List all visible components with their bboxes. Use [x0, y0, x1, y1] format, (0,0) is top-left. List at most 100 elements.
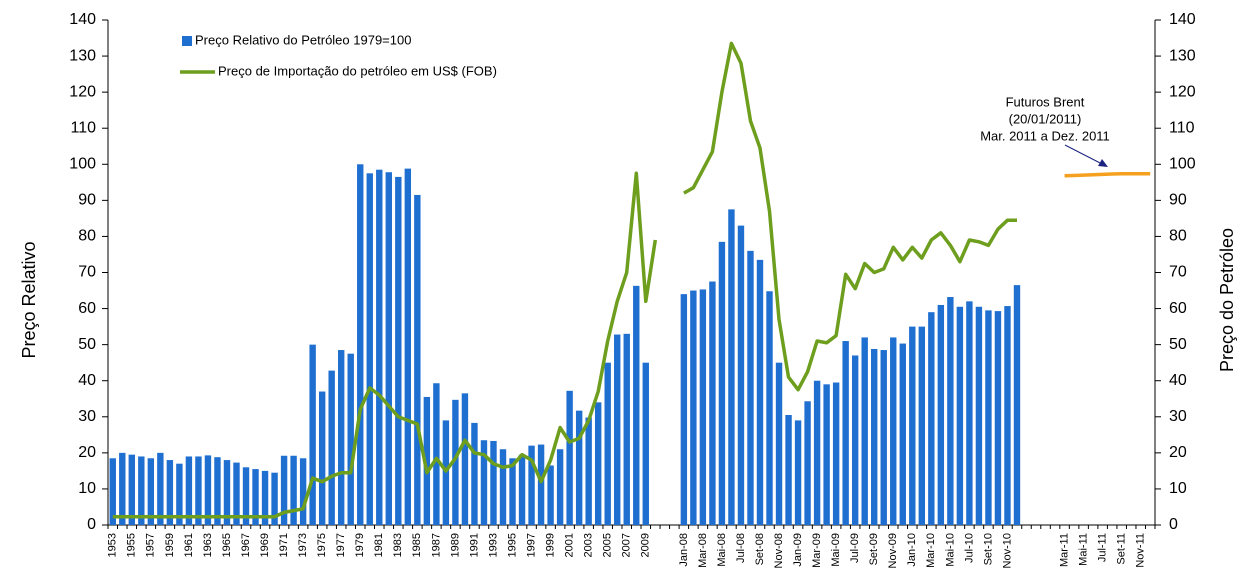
bar [737, 225, 745, 525]
y-tick-label: 70 [78, 264, 96, 281]
x-tick-label: 1955 [126, 533, 138, 557]
bar [185, 456, 193, 525]
y2-tick-label: 40 [1169, 372, 1187, 389]
bar [395, 176, 402, 526]
bar [537, 444, 545, 525]
y2-tick-label: 90 [1169, 192, 1187, 209]
bar [138, 456, 145, 525]
x-tick-label: 2001 [564, 533, 576, 557]
y-axis-label: Preço Relativo [19, 241, 39, 358]
x-tick-label: 2005 [602, 533, 614, 557]
bar [376, 169, 383, 526]
x-tick-label: 1975 [316, 533, 328, 557]
x-tick-label: 1989 [449, 533, 461, 557]
x-tick-label: Mai-09 [830, 533, 842, 567]
bar [785, 414, 792, 525]
bar [518, 454, 526, 525]
x-tick-label: 1995 [506, 533, 518, 557]
bar [766, 291, 773, 525]
x-tick-label: 1979 [354, 533, 366, 557]
bar [128, 454, 135, 525]
bar [176, 463, 183, 525]
x-tick-label: Set-09 [868, 533, 880, 565]
bar [928, 312, 935, 525]
x-tick-label: 1957 [145, 533, 157, 557]
y-tick-label: 20 [78, 444, 96, 461]
bar [585, 417, 592, 525]
y2-tick-label: 120 [1169, 83, 1196, 100]
y2-tick-label: 70 [1169, 264, 1187, 281]
y-tick-label: 10 [78, 480, 96, 497]
bar [404, 168, 412, 525]
bar [528, 445, 535, 525]
x-tick-label: Mai-11 [1078, 533, 1090, 566]
y-tick-label: 0 [87, 516, 96, 533]
x-tick-label: 1971 [278, 533, 290, 557]
bar [985, 310, 992, 525]
x-tick-label: 1953 [107, 533, 119, 557]
bar [423, 396, 431, 525]
bar [909, 326, 916, 525]
bar [851, 355, 859, 525]
bar [623, 333, 630, 525]
bar [899, 343, 906, 525]
y2-tick-label: 20 [1169, 444, 1187, 461]
y2-tick-label: 0 [1169, 516, 1178, 533]
bar [937, 304, 945, 525]
bar [871, 348, 878, 525]
bar [414, 194, 421, 526]
bar [947, 297, 954, 525]
bar [1013, 285, 1021, 525]
x-tick-label: 1959 [164, 533, 176, 557]
bar [633, 285, 640, 525]
x-tick-label: 1991 [468, 533, 480, 557]
bar [794, 420, 802, 525]
annotation: Mar. 2011 a Dez. 2011 [980, 128, 1110, 143]
x-tick-label: Mai-10 [944, 533, 956, 567]
bar [318, 391, 326, 525]
x-tick-label: 1965 [221, 533, 233, 557]
bar [233, 462, 240, 525]
bar [499, 449, 507, 525]
bar [842, 341, 849, 525]
bar [309, 344, 316, 525]
line [112, 171, 658, 519]
bar [480, 440, 488, 525]
x-tick-label: Mar-11 [1058, 533, 1070, 567]
bar [756, 259, 764, 525]
y2-tick-label: 140 [1169, 11, 1196, 28]
bar [709, 281, 716, 525]
x-tick-label: Nov-08 [773, 533, 785, 568]
bar [347, 353, 354, 525]
x-tick-label: Mar-10 [925, 533, 937, 568]
y-tick-label: 40 [78, 372, 96, 389]
x-tick-label: 1993 [487, 533, 499, 557]
x-tick-label: 1983 [392, 533, 404, 557]
bar [718, 241, 726, 525]
bar [861, 337, 868, 525]
x-tick-label: Jul-08 [735, 533, 747, 563]
x-tick-label: 1961 [183, 533, 195, 557]
bar [556, 449, 564, 525]
y2-tick-label: 130 [1169, 47, 1196, 64]
line [683, 41, 1017, 392]
annotation: (20/01/2011) [1009, 111, 1082, 126]
x-tick-label: 1981 [373, 533, 385, 557]
x-tick-label: Mar-08 [697, 533, 709, 568]
bar [157, 452, 164, 525]
y-tick-label: 30 [78, 408, 96, 425]
bar [385, 172, 392, 525]
bar [290, 455, 297, 525]
bar [594, 402, 602, 525]
x-tick-label: Jan-09 [792, 533, 804, 567]
x-tick-label: 1977 [335, 533, 347, 557]
x-tick-label: 1963 [202, 533, 214, 557]
y2-tick-label: 10 [1169, 480, 1187, 497]
bar [119, 452, 126, 525]
bar [147, 458, 155, 525]
bar [680, 294, 688, 525]
y2-axis-label: Preço do Petróleo [1217, 228, 1237, 372]
y-tick-label: 60 [78, 300, 96, 317]
bar [966, 301, 973, 525]
x-tick-label: Jul-10 [963, 533, 975, 563]
